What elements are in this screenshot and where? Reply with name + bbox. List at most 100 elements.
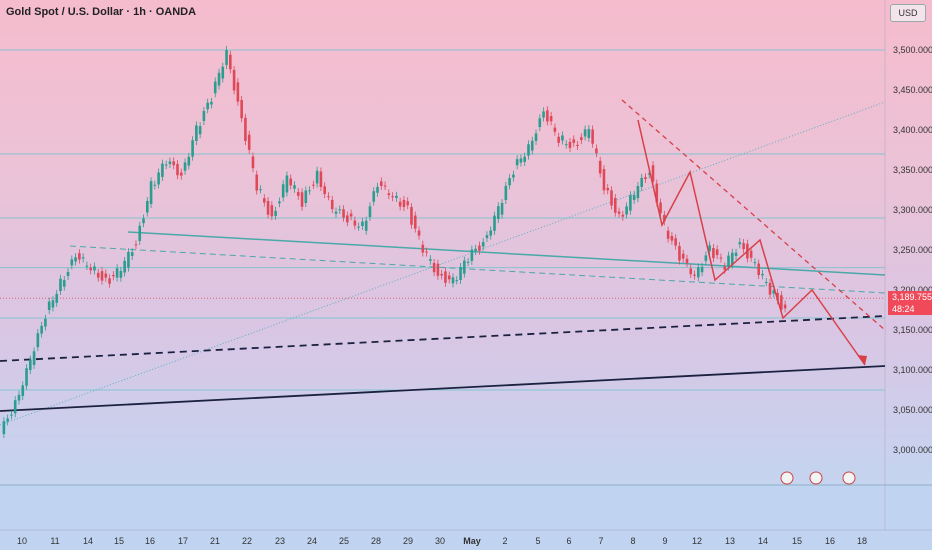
candle-body [602,169,606,191]
candle-body [383,185,387,187]
candle-body [281,184,285,198]
candle-body [36,333,40,348]
x-tick-label: 18 [857,536,867,546]
candle-body [613,198,617,213]
dotted-trendline [0,101,886,426]
candle-body [459,267,462,280]
candle-body [59,278,62,292]
candle-body [738,242,742,245]
x-tick-label: 8 [630,536,635,546]
x-tick-label: 22 [242,536,252,546]
candle-body [40,325,43,334]
candle-body [625,206,628,215]
bottom-panel [0,485,932,550]
candle-body [25,368,28,386]
candle-body [530,140,534,151]
candle-body [387,193,391,196]
candle-body [112,275,115,277]
candle-body [142,218,145,224]
candle-body [319,171,323,188]
candle-body [606,187,610,191]
candle-body [417,230,421,236]
x-tick-label: 7 [598,536,603,546]
candle-body [508,178,511,186]
candle-body [338,209,342,211]
candle-body [493,215,496,231]
x-tick-label: 30 [435,536,445,546]
candle-body [489,230,493,236]
y-tick-label: 3,150.000 [893,325,932,335]
candle-body [553,127,557,132]
candle-body [463,260,466,274]
candle-body [259,189,262,191]
candle-body [402,199,406,208]
candle-body [123,260,126,273]
candle-body [764,282,768,284]
candle-body [44,318,47,327]
candle-body [149,181,153,204]
candle-body [406,201,410,206]
x-tick-label: 29 [403,536,413,546]
currency-selector[interactable]: USD [890,4,926,22]
x-tick-label: 11 [50,536,59,546]
candle-body [583,129,587,137]
candle-body [451,277,455,284]
candle-body [100,271,104,281]
candle-body [693,274,696,276]
candle-body [55,293,59,303]
candle-body [364,220,368,231]
candle-body [334,211,338,214]
x-tick-label: 2 [502,536,507,546]
candle-body [266,200,270,215]
candle-body [576,144,579,147]
candle-body [74,257,77,262]
candle-body [127,251,130,268]
candle-body [346,215,349,223]
candle-body [17,394,21,401]
y-tick-label: 3,400.000 [893,125,932,135]
candle-body [232,70,236,91]
candle-body [296,191,300,196]
candle-body [700,266,704,273]
red-projection-path [637,119,866,366]
x-tick-label: 15 [792,536,802,546]
candle-body [783,304,787,309]
candle-body [655,183,659,203]
teal-dashed-line [69,245,886,294]
candle-body [421,244,425,253]
candle-body [206,102,209,110]
candle-body [244,117,247,141]
candle-body [632,194,636,200]
candle-body [444,271,447,283]
candle-body [6,418,9,422]
candle-body [496,206,500,219]
candle-body [247,134,251,150]
candle-body [289,178,293,186]
x-tick-label: 15 [114,536,124,546]
candle-body [500,202,504,215]
candle-body [768,282,772,295]
candle-body [179,172,183,176]
candle-body [96,272,100,278]
event-icon [780,471,794,485]
candle-body [379,181,383,186]
candle-body [47,301,51,311]
x-tick-label: 14 [83,536,93,546]
candle-body [368,206,372,218]
candle-body [447,275,451,280]
candle-body [485,235,489,239]
candle-body [202,111,206,121]
candle-body [704,255,708,261]
candle-body [478,245,481,251]
candle-body [93,266,96,271]
candle-body [85,265,89,267]
black-trendline [0,365,886,412]
candle-body [481,242,485,247]
candle-body [519,158,523,163]
candle-body [391,196,394,198]
candle-body [130,252,134,256]
candle-body [546,110,549,122]
candle-body [564,144,568,146]
